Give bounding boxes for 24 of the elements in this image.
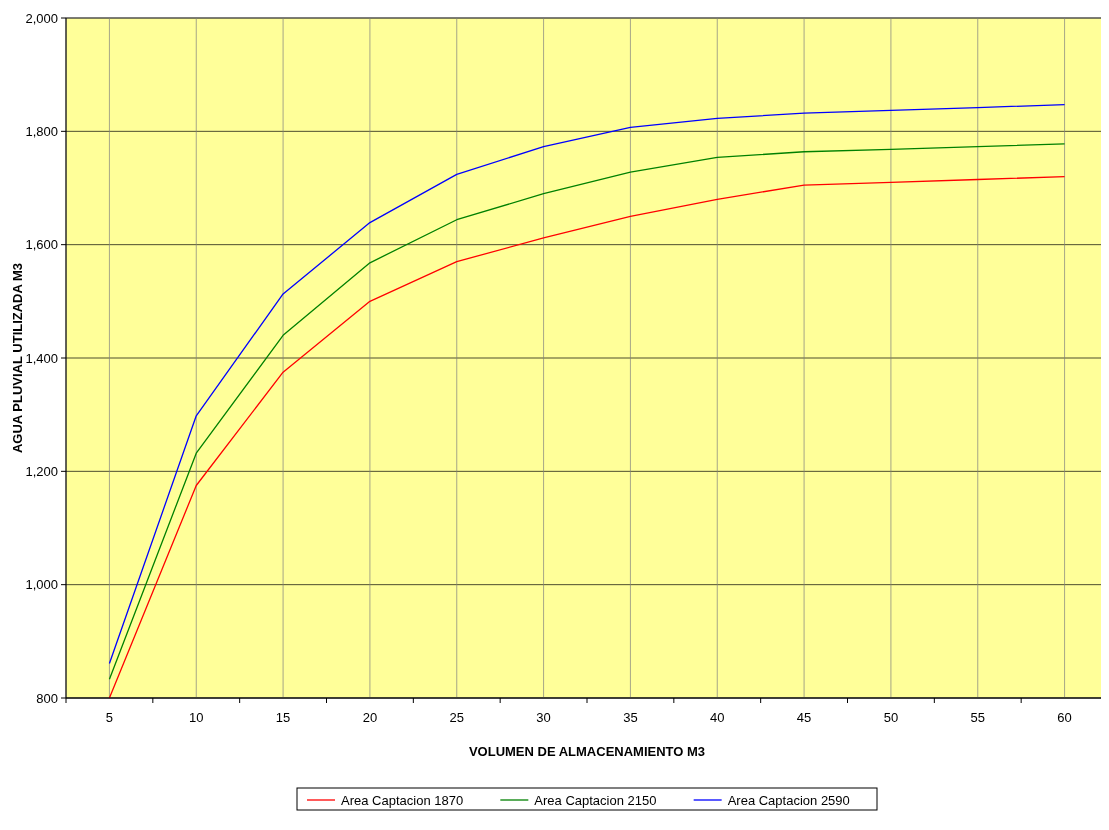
x-tick-label: 45: [796, 710, 812, 725]
x-tick-label: 55: [970, 710, 985, 725]
y-tick-label: 1,800: [25, 123, 58, 139]
y-tick-label: 1,000: [25, 577, 58, 593]
y-tick-label: 800: [36, 690, 58, 706]
x-tick-label: 60: [1057, 710, 1072, 725]
y-tick-label: 2,000: [25, 10, 58, 26]
x-tick-label: 5: [105, 710, 114, 725]
y-tick-label: 1,600: [25, 237, 58, 253]
x-tick-label: 50: [883, 710, 899, 725]
legend-label: Area Captacion 1870: [341, 792, 464, 808]
x-tick-label: 15: [275, 710, 291, 725]
legend-label: Area Captacion 2590: [727, 792, 850, 808]
x-axis-title: VOLUMEN DE ALMACENAMIENTO M3: [468, 744, 706, 759]
x-tick-label: 35: [623, 710, 638, 725]
x-tick-label: 30: [536, 710, 551, 725]
x-tick-label: 20: [362, 710, 378, 725]
y-tick-label: 1,400: [25, 350, 58, 366]
y-axis-title: AGUA PLUVIAL UTILIZADA M3: [10, 262, 25, 454]
y-tick-label: 1,200: [25, 463, 58, 479]
x-tick-label: 25: [449, 710, 464, 725]
legend-label: Area Captacion 2150: [534, 792, 657, 808]
x-tick-label: 40: [710, 710, 725, 725]
x-tick-label: 10: [189, 710, 204, 725]
